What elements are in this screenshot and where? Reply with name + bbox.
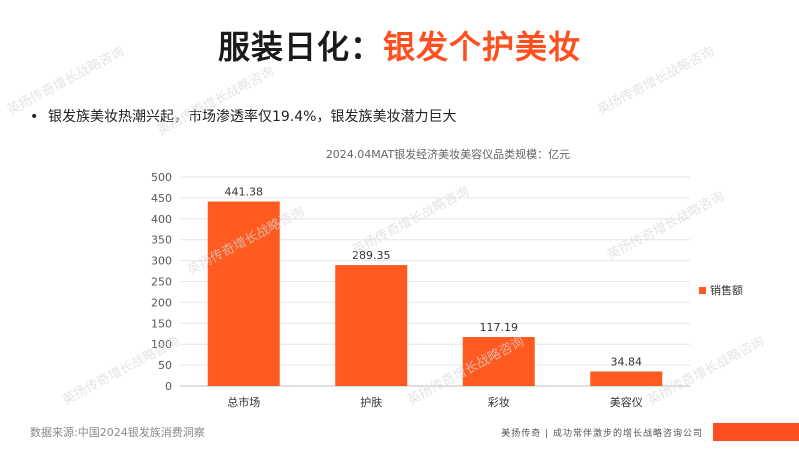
chart-title: 2024.04MAT银发经济美妆美容仪品类规模：亿元 xyxy=(326,147,570,161)
bar xyxy=(462,337,535,386)
page-title-highlight: 银发个护美妆 xyxy=(383,28,582,66)
legend-swatch xyxy=(699,287,706,294)
bar xyxy=(335,265,408,386)
footer-accent-bar xyxy=(713,423,799,441)
bar-data-label: 441.38 xyxy=(225,186,264,199)
bullet-text: 银发族美妆热潮兴起，市场渗透率仅19.4%，银发族美妆潜力巨大 xyxy=(48,109,457,125)
legend-label: 销售额 xyxy=(710,283,743,297)
footer-brand: 美扬传奇 | 成功常伴激步的增长战略咨询公司 xyxy=(501,429,703,439)
y-tick-label: 150 xyxy=(151,317,172,330)
bullet-dot-icon: • xyxy=(30,109,39,125)
chart-bars: 441.38 289.35 117.19 34.84 xyxy=(207,186,663,386)
page-title: 服装日化：银发个护美妆 xyxy=(0,22,799,68)
page-title-prefix: 服装日化： xyxy=(217,28,383,66)
y-tick-label: 300 xyxy=(151,255,172,268)
y-tick-label: 100 xyxy=(151,338,172,351)
source-note: 数据来源:中国2024银发族消费洞察 xyxy=(30,426,205,439)
y-tick-label: 50 xyxy=(158,359,172,372)
x-tick-label: 美容仪 xyxy=(610,395,643,409)
x-tick-label: 总市场 xyxy=(227,395,260,409)
chart-legend: 销售额 xyxy=(699,283,743,297)
x-tick-label: 彩妆 xyxy=(488,396,510,409)
bar-data-label: 34.84 xyxy=(611,355,643,368)
bar-data-label: 289.35 xyxy=(352,249,391,262)
y-tick-label: 350 xyxy=(151,234,172,247)
y-tick-label: 250 xyxy=(151,276,172,289)
y-tick-label: 200 xyxy=(151,296,172,309)
x-axis-labels: 总市场 护肤 彩妆 美容仪 xyxy=(227,395,643,409)
bar-data-label: 117.19 xyxy=(480,321,519,334)
y-tick-label: 0 xyxy=(165,380,172,393)
y-tick-label: 400 xyxy=(151,213,172,226)
y-tick-label: 500 xyxy=(151,171,172,184)
y-axis-ticks: 0 50 100 150 200 250 300 350 400 450 500 xyxy=(151,171,172,393)
bar xyxy=(590,371,663,386)
bar xyxy=(207,201,280,386)
bullet-point: • 银发族美妆热潮兴起，市场渗透率仅19.4%，银发族美妆潜力巨大 xyxy=(30,106,456,126)
y-tick-label: 450 xyxy=(151,192,172,205)
x-tick-label: 护肤 xyxy=(360,395,382,409)
